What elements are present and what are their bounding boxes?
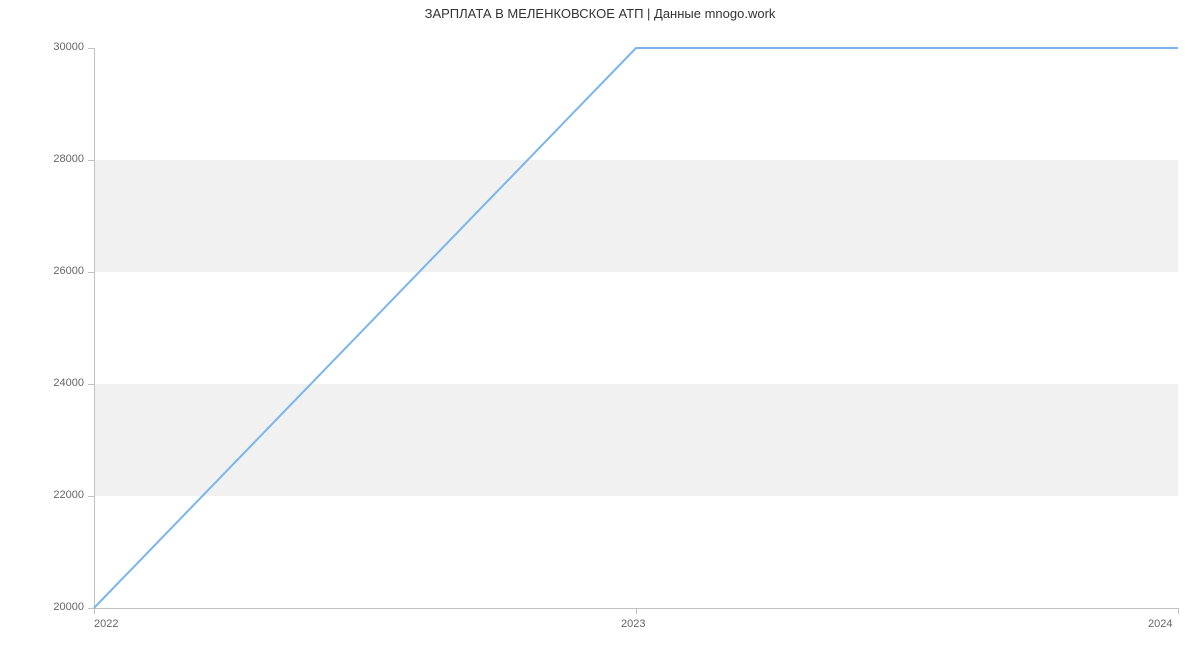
y-tick-label: 30000 [34,41,84,53]
y-tick-label: 20000 [34,601,84,613]
y-tick-label: 26000 [34,265,84,277]
x-tick-label: 2023 [621,618,645,630]
chart-title: ЗАРПЛАТА В МЕЛЕНКОВСКОЕ АТП | Данные mno… [0,6,1200,21]
series-line [94,48,1178,608]
y-tick-label: 24000 [34,377,84,389]
x-tick-label: 2022 [94,618,118,630]
plot-area [94,48,1178,608]
x-tick-mark [636,608,637,614]
y-tick-label: 22000 [34,489,84,501]
x-tick-label: 2024 [1148,618,1172,630]
x-tick-mark [94,608,95,614]
series-layer [94,48,1178,608]
y-tick-label: 28000 [34,153,84,165]
x-tick-mark [1178,608,1179,614]
salary-line-chart: ЗАРПЛАТА В МЕЛЕНКОВСКОЕ АТП | Данные mno… [0,0,1200,650]
